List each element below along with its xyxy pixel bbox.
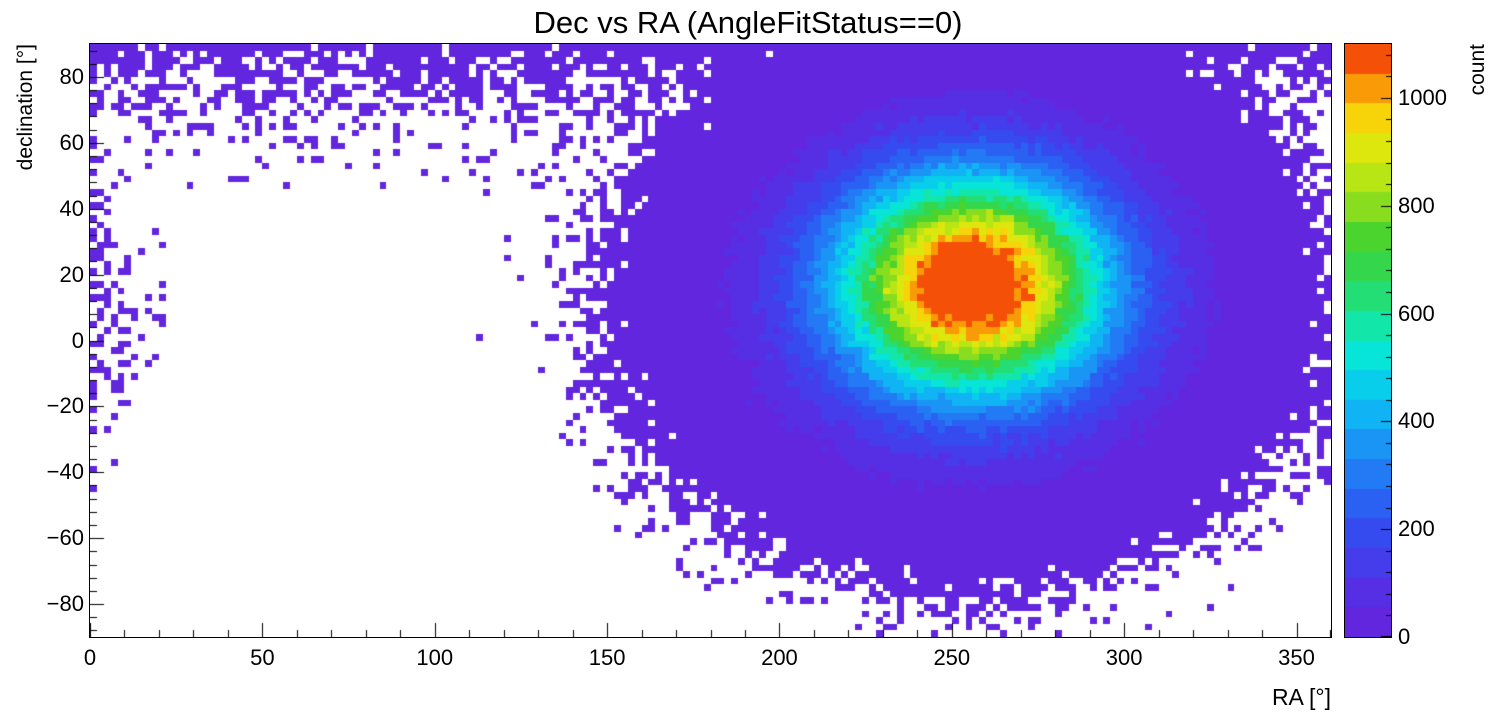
- y-axis-title: declination [°]: [14, 44, 37, 171]
- x-tick-label: 50: [250, 645, 275, 670]
- y-tick-label: −20: [46, 393, 84, 419]
- y-tick-label: 0: [71, 327, 84, 353]
- z-tick-label: 600: [1398, 300, 1435, 326]
- z-tick-label: 400: [1398, 408, 1435, 434]
- x-tick-label: 300: [1105, 645, 1143, 670]
- z-tick-label: 0: [1398, 624, 1411, 649]
- z-tick-label: 200: [1398, 516, 1435, 542]
- heatmap-canvas: [89, 43, 1332, 638]
- x-tick-label: 250: [933, 645, 971, 670]
- z-tick-label: 800: [1398, 192, 1435, 218]
- z-tick-label: 1000: [1398, 84, 1447, 110]
- y-tick-label: 20: [59, 261, 84, 287]
- y-tick-label: −40: [46, 459, 84, 485]
- x-axis-title: RA [°]: [1271, 684, 1331, 710]
- x-tick-label: 350: [1278, 645, 1315, 670]
- x-tick-label: 150: [588, 645, 626, 670]
- x-tick-label: 100: [416, 645, 454, 670]
- x-tick-label: 0: [83, 645, 97, 670]
- y-tick-label: −80: [46, 591, 84, 617]
- y-tick-label: −60: [46, 525, 84, 551]
- chart-title: Dec vs RA (AngleFitStatus==0): [533, 5, 963, 40]
- colorbar: [1344, 43, 1392, 638]
- y-tick-label: 60: [59, 129, 84, 155]
- x-tick-label: 200: [761, 645, 798, 670]
- colorbar-title: count: [1466, 44, 1489, 96]
- y-tick-label: 40: [59, 195, 84, 221]
- y-tick-label: 80: [59, 63, 84, 89]
